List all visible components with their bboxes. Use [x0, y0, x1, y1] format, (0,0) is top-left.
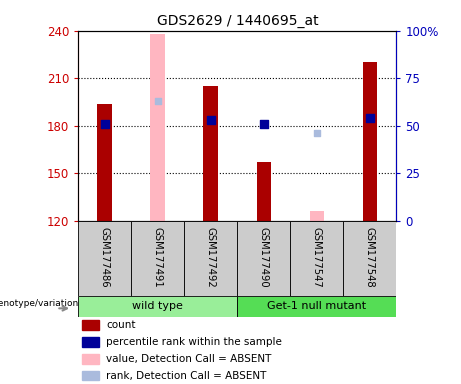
Bar	[309, 211, 325, 221]
Text: rank, Detection Call = ABSENT: rank, Detection Call = ABSENT	[106, 371, 267, 381]
Text: GSM177492: GSM177492	[206, 227, 216, 288]
Bar	[82, 371, 99, 380]
Point	[260, 121, 267, 127]
Bar	[150, 34, 165, 221]
Bar	[82, 354, 99, 364]
Text: GSM177547: GSM177547	[312, 227, 322, 288]
Bar	[78, 296, 237, 317]
Text: GSM177491: GSM177491	[153, 227, 163, 288]
Bar	[131, 221, 184, 296]
Text: percentile rank within the sample: percentile rank within the sample	[106, 337, 282, 347]
Point	[101, 121, 109, 127]
Point	[207, 117, 214, 123]
Point	[366, 115, 373, 121]
Text: GSM177486: GSM177486	[100, 227, 110, 287]
Bar	[362, 63, 378, 221]
Bar	[82, 337, 99, 347]
Text: GSM177548: GSM177548	[365, 227, 375, 287]
Bar	[82, 321, 99, 330]
Bar	[237, 221, 290, 296]
Text: value, Detection Call = ABSENT: value, Detection Call = ABSENT	[106, 354, 272, 364]
Point	[313, 130, 320, 136]
Text: wild type: wild type	[132, 301, 183, 311]
Text: GSM177490: GSM177490	[259, 227, 269, 287]
Text: Get-1 null mutant: Get-1 null mutant	[267, 301, 366, 311]
Text: genotype/variation: genotype/variation	[0, 299, 78, 308]
Title: GDS2629 / 1440695_at: GDS2629 / 1440695_at	[157, 14, 318, 28]
Bar	[78, 221, 131, 296]
Bar	[184, 221, 237, 296]
Text: count: count	[106, 320, 136, 330]
Bar	[290, 221, 343, 296]
Bar	[256, 162, 272, 221]
Point	[154, 98, 162, 104]
Bar	[237, 296, 396, 317]
Bar	[203, 86, 219, 221]
Bar	[97, 104, 112, 221]
Bar	[343, 221, 396, 296]
